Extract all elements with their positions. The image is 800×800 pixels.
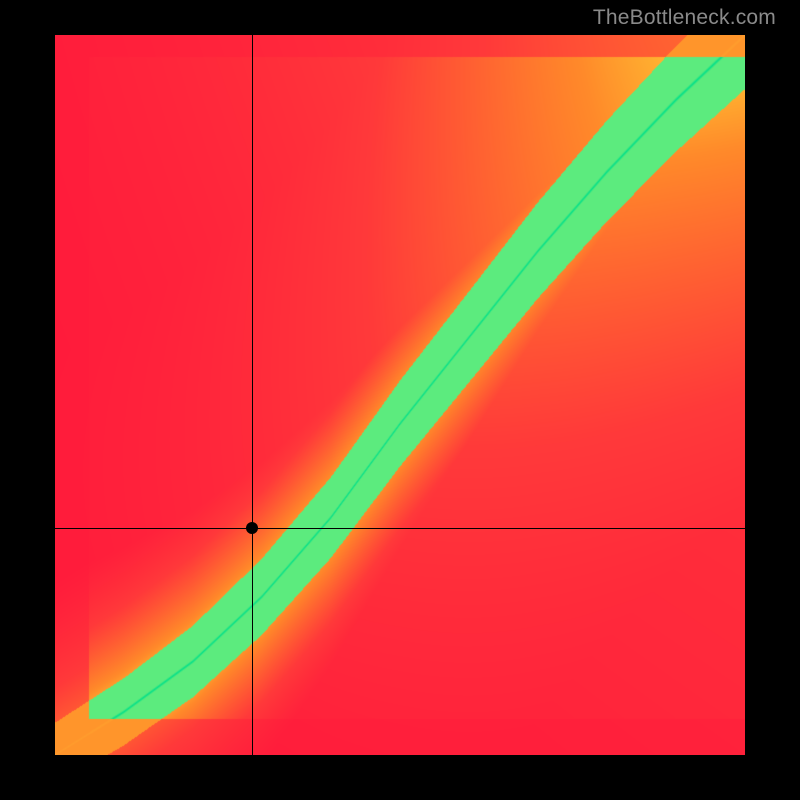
plot-area — [55, 35, 745, 755]
crosshair-horizontal — [55, 528, 745, 529]
crosshair-marker — [246, 522, 258, 534]
watermark-text: TheBottleneck.com — [593, 6, 776, 30]
crosshair-vertical — [252, 35, 253, 755]
heatmap-canvas — [55, 35, 745, 755]
chart-container: TheBottleneck.com — [0, 0, 800, 800]
